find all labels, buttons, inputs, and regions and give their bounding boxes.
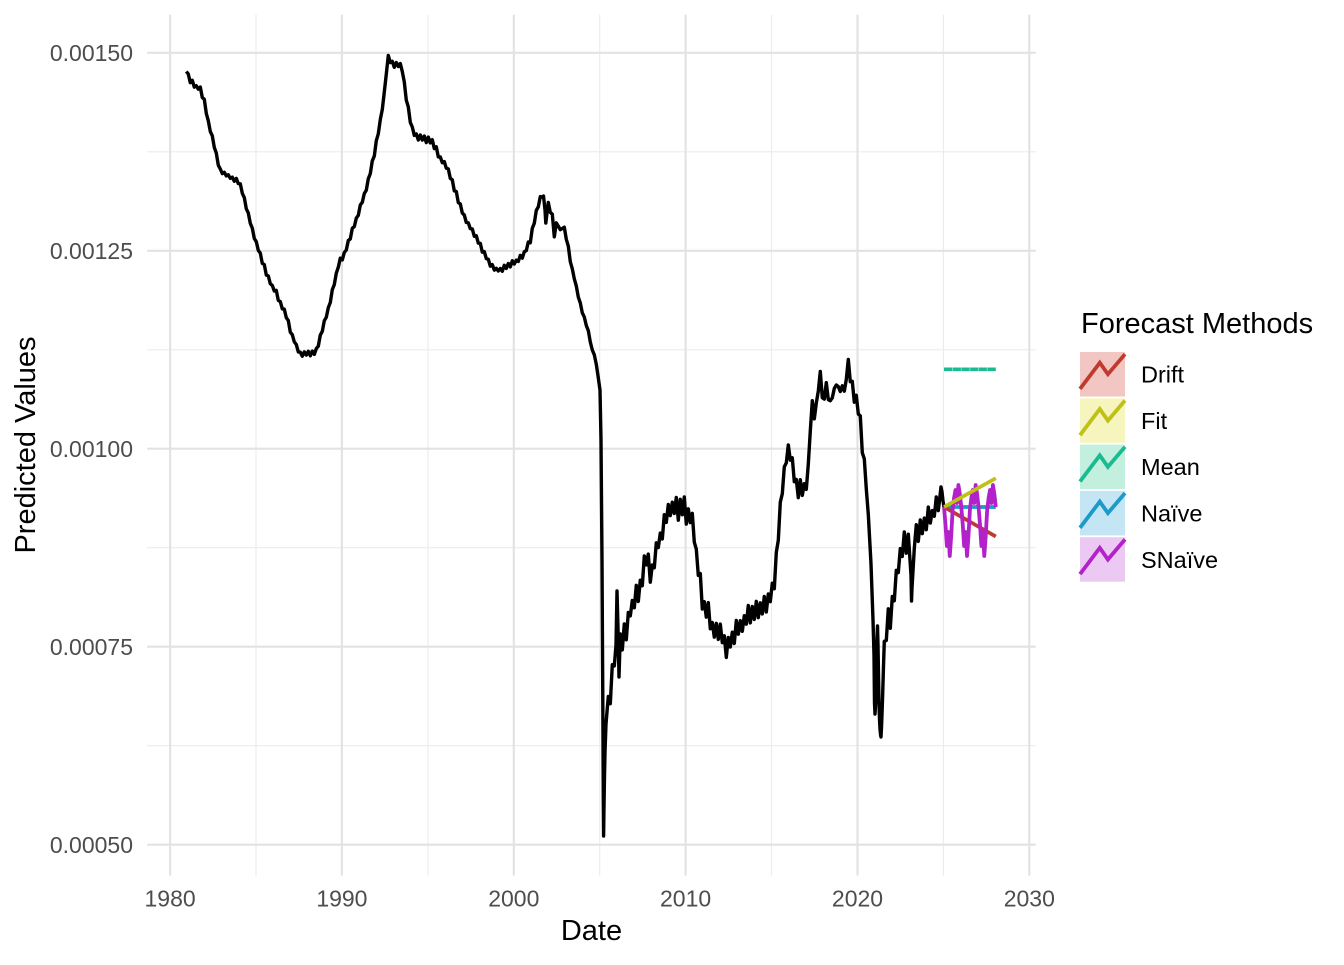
svg-text:2030: 2030	[1004, 886, 1055, 912]
svg-text:Drift: Drift	[1141, 362, 1185, 388]
svg-text:2020: 2020	[832, 886, 883, 912]
svg-text:0.00075: 0.00075	[50, 634, 133, 660]
svg-text:SNaïve: SNaïve	[1141, 547, 1218, 573]
svg-text:0.00125: 0.00125	[50, 238, 133, 264]
svg-text:Naïve: Naïve	[1141, 501, 1202, 527]
svg-text:2010: 2010	[660, 886, 711, 912]
svg-text:2000: 2000	[488, 886, 539, 912]
svg-text:Predicted Values: Predicted Values	[10, 336, 42, 553]
svg-text:0.00050: 0.00050	[50, 832, 133, 858]
svg-text:Forecast Methods: Forecast Methods	[1081, 308, 1313, 340]
svg-text:0.00150: 0.00150	[50, 40, 133, 66]
svg-text:Fit: Fit	[1141, 408, 1168, 434]
svg-text:0.00100: 0.00100	[50, 436, 133, 462]
svg-text:1980: 1980	[145, 886, 196, 912]
svg-text:Mean: Mean	[1141, 454, 1200, 480]
svg-text:1990: 1990	[316, 886, 367, 912]
svg-text:Date: Date	[561, 915, 622, 947]
